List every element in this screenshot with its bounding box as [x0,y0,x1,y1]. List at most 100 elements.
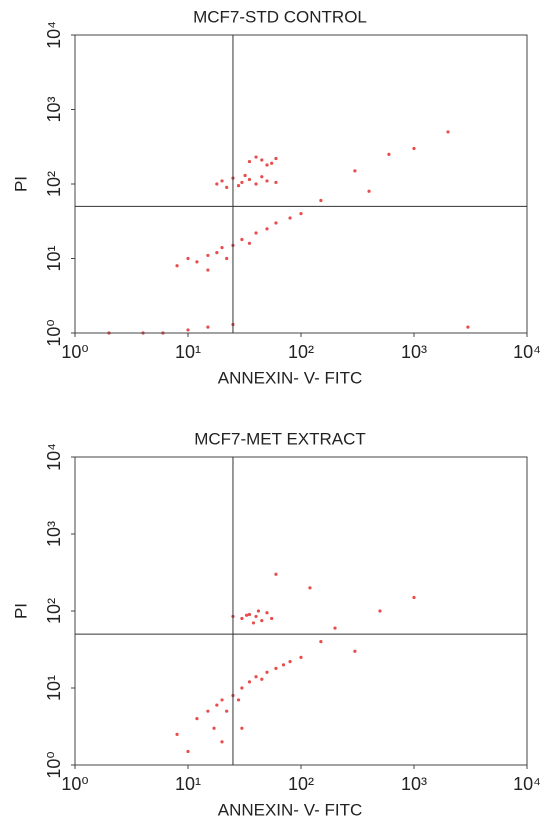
x-tick-label: 10¹ [175,342,201,362]
event-dot [240,726,244,730]
event-dot [240,180,244,185]
x-tick-label: 10³ [401,342,427,362]
y-tick-label: 10² [44,598,64,624]
x-tick-label: 10⁴ [513,774,541,794]
event-dot [206,253,210,258]
event-dot [195,260,199,264]
event-dot [353,649,357,653]
event-dot [333,626,337,630]
event-dot [254,675,258,679]
x-tick-label: 10⁰ [61,774,88,794]
event-dot [244,613,249,617]
event-dot [274,180,278,185]
y-tick-label: 10⁴ [44,21,64,49]
event-dot [265,163,269,167]
x-tick-label: 10⁰ [61,342,88,362]
event-dot [195,717,199,721]
event-dot [240,686,244,690]
event-dot [387,152,391,156]
event-dot [220,246,224,250]
event-dot [274,221,278,225]
y-tick-label: 10³ [44,521,64,547]
event-dot [186,749,190,754]
y-tick-label: 10¹ [44,245,64,271]
event-dot [254,614,258,619]
event-dot [353,169,357,173]
y-tick-label: 10³ [44,96,64,122]
event-dot [319,640,323,644]
event-dot [254,155,258,159]
x-tick-label: 10² [288,774,314,794]
y-axis-title: PI [11,603,30,619]
event-dot [206,325,210,329]
plot-frame [74,456,528,766]
event-dot [254,182,258,186]
event-dot [260,677,264,681]
event-dot [186,328,190,332]
chart-title: MCF7-STD CONTROL [193,7,367,26]
event-dot [254,231,258,235]
y-axis-title: PI [11,176,30,192]
event-dot [175,732,179,736]
event-dot [220,740,224,744]
plot-frame [74,34,528,334]
y-tick-label: 10² [44,171,64,197]
y-tick-label: 10⁰ [44,319,64,346]
y-tick-label: 10⁰ [44,751,64,778]
event-dot [212,726,216,730]
event-dot [412,595,416,600]
event-dot [247,680,252,684]
x-axis-title: ANNEXIN- V- FITC [218,368,363,387]
event-dot [446,130,450,134]
event-dot [236,184,241,188]
event-dot [260,175,264,179]
event-dot [299,212,303,216]
event-dot [412,146,416,151]
event-dot [274,156,278,161]
y-tick-label: 10⁴ [44,443,64,471]
event-dot [288,660,292,664]
event-dot [215,251,219,255]
event-dot [256,609,261,613]
event-dot [319,198,323,203]
event-dot [236,698,241,702]
event-dot [240,237,244,242]
event-dot [378,609,382,613]
event-dot [308,586,312,590]
event-dot [281,663,286,667]
event-dot [247,241,252,245]
event-dot [243,173,247,178]
x-tick-label: 10⁴ [513,342,541,362]
event-dot [206,709,210,713]
chart-title: MCF7-MET EXTRACT [194,429,366,448]
event-dot [240,616,244,621]
event-dot [288,216,292,220]
event-dot [247,612,252,617]
event-dot [186,256,190,261]
event-dot [260,619,264,623]
event-dot [274,666,278,670]
x-axis-title: ANNEXIN- V- FITC [218,800,363,819]
event-dot [220,698,224,702]
x-tick-label: 10¹ [175,774,201,794]
event-dot [175,264,179,268]
event-dot [225,185,229,190]
event-dot [215,182,219,186]
event-dot [265,227,269,231]
event-dot [299,655,303,659]
event-dot [265,611,269,615]
event-dot [206,268,210,272]
x-tick-label: 10³ [401,774,427,794]
event-dot [270,161,274,165]
event-dot [225,709,229,713]
event-dot [265,670,269,674]
event-dot [265,179,269,183]
event-dot [215,703,219,707]
x-tick-label: 10² [288,342,314,362]
event-dot [270,616,274,621]
event-dot [247,177,252,182]
event-dot [260,158,264,162]
event-dot [220,179,224,183]
